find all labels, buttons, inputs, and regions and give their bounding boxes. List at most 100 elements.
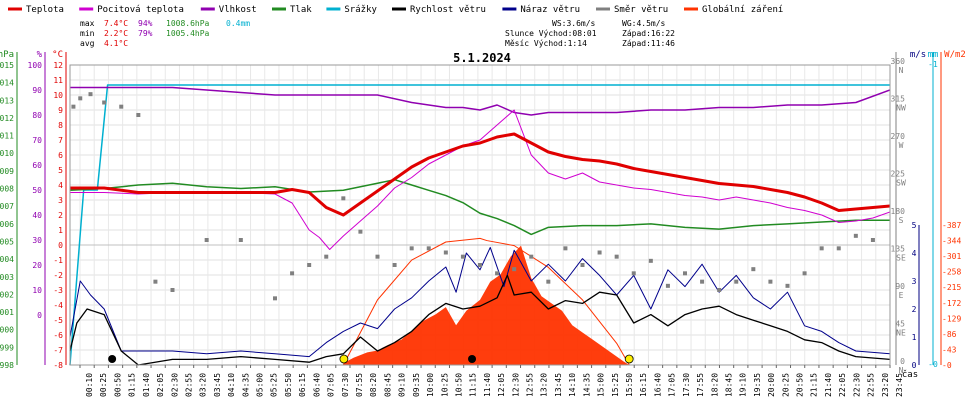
axis-direction-compass-label: N (899, 66, 904, 75)
x-tick-label: 03:20 (199, 373, 208, 397)
series-direction-point (409, 246, 414, 251)
axis-pressure-tick-label: 999 (0, 343, 14, 352)
stats-cell: 1008.6hPa (166, 19, 210, 28)
axis-pressure-tick-label: 1007 (0, 202, 14, 211)
stats-cell: min (80, 29, 95, 38)
axis-temperature-tick-label: 12 (53, 61, 63, 70)
x-tick-label: 10:25 (440, 373, 449, 397)
axis-temperature-tick-label: 4 (58, 181, 63, 190)
axis-direction-compass-label: E (899, 291, 904, 300)
axis-temperature-unit: °C (52, 50, 63, 60)
x-tick-label: 02:30 (170, 373, 179, 397)
series-direction-point (734, 279, 739, 284)
axis-temperature-tick-label: -1 (53, 256, 63, 265)
axis-humidity-tick-label: 80 (32, 111, 42, 120)
x-tick-label: 14:35 (582, 373, 591, 397)
x-tick-label: 07:30 (341, 373, 350, 397)
x-tick-label: 18:20 (710, 373, 719, 397)
marker-sunset (624, 354, 634, 364)
axis-temperature-tick-label: -6 (53, 331, 63, 340)
x-tick-label: 00:10 (85, 373, 94, 397)
axis-direction-tick-label: 90 (895, 282, 905, 291)
info-wg: WG:4.5m/s (622, 19, 666, 28)
axis-temperature-tick-label: 10 (53, 91, 63, 100)
series-feels (70, 109, 891, 250)
series-direction-point (478, 263, 482, 267)
axis-direction-compass-label: SW (896, 179, 906, 188)
axis-radiation-tick-label: -344 (942, 237, 961, 246)
series-direction-point (71, 104, 76, 109)
axis-pressure-tick-label: 1012 (0, 114, 14, 123)
x-tick-label: 12:05 (497, 373, 506, 397)
axis-pressure-tick-label: 1008 (0, 185, 14, 194)
axis-humidity-tick-label: 100 (28, 61, 43, 70)
series-wind (69, 274, 891, 366)
x-tick-label: 04:35 (241, 373, 250, 397)
axis-humidity-tick-label: 0 (37, 311, 42, 320)
series-direction-point (802, 271, 807, 276)
series-direction-point (614, 254, 619, 259)
x-tick-label: 00:25 (99, 373, 108, 397)
series-direction-point (273, 296, 277, 301)
legend-label: Teplota (26, 5, 64, 15)
axis-direction-compass-label: NW (896, 104, 906, 113)
series-direction-point (836, 246, 841, 251)
x-tick-label: 12:30 (511, 373, 520, 397)
chart-legend: Teplota Pocitová teplota Vlhkost Tlak Srážky… (8, 5, 783, 48)
x-tick-label: 10:50 (454, 373, 463, 397)
axis-wind-tick-label: 0 (912, 361, 917, 370)
x-tick-label: 02:05 (156, 373, 165, 397)
series-direction-point (700, 279, 705, 284)
series-direction-point (358, 229, 363, 234)
series-direction-point (102, 100, 107, 105)
info-moon-set: Západ:11:46 (622, 39, 675, 48)
axis-temperature-tick-label: -8 (53, 361, 63, 370)
series-direction-point (853, 233, 858, 238)
stats-cell: 0.4mm (226, 19, 250, 28)
x-tick-label: 03:45 (213, 373, 222, 397)
x-tick-label: 22:05 (838, 373, 847, 397)
x-tick-label: 15:25 (611, 373, 620, 397)
x-tick-label: 18:45 (724, 373, 733, 397)
axis-rain-tick-label: -0 (928, 360, 938, 369)
series-direction-point (546, 279, 551, 284)
stats-cell: avg (80, 39, 95, 48)
axis-direction-tick-label: 315 (891, 95, 906, 104)
axis-temperature-tick-label: 2 (58, 211, 63, 220)
x-tick-label: 06:15 (298, 373, 307, 397)
axis-direction-tick-label: 0 (900, 357, 905, 366)
legend-label: Náraz větru (520, 5, 580, 15)
stats-cell: 2.2°C (104, 29, 128, 38)
axis-wind-tick-label: 1 (912, 333, 917, 342)
x-tick-label: 21:40 (824, 373, 833, 397)
axis-pressure-tick-label: 1006 (0, 220, 14, 229)
series-direction-point (88, 92, 93, 97)
axis-direction-compass-label: N (899, 366, 904, 375)
series-direction-point (563, 246, 568, 251)
axis-temperature-tick-label: 6 (58, 151, 63, 160)
x-tick-label: 21:15 (810, 373, 819, 397)
axis-pressure-tick-label: 1001 (0, 308, 14, 317)
legend-label: Vlhkost (219, 5, 257, 15)
x-tick-label: 15:00 (597, 373, 606, 397)
stats-cell: 94% (138, 19, 153, 28)
x-tick-label: 08:20 (369, 373, 378, 397)
axis-pressure-tick-label: 1005 (0, 237, 14, 246)
x-tick-label: 11:15 (469, 373, 478, 397)
series-direction-point (290, 271, 295, 276)
series-direction-point (768, 279, 773, 284)
stats-cell: 79% (138, 29, 153, 38)
x-tick-label: 04:10 (227, 373, 236, 397)
axis-radiation-tick-label: -301 (942, 252, 961, 261)
marker-moonset (468, 355, 477, 363)
axis-temperature-tick-label: 8 (58, 121, 63, 130)
series-direction-point (870, 238, 875, 242)
series-direction-point (529, 254, 534, 259)
axis-direction-tick-label: 135 (891, 245, 906, 254)
series-direction-point (683, 271, 687, 276)
x-tick-label: 23:45 (895, 373, 904, 397)
series-temperature (70, 132, 891, 217)
legend-label: Srážky (344, 5, 377, 15)
